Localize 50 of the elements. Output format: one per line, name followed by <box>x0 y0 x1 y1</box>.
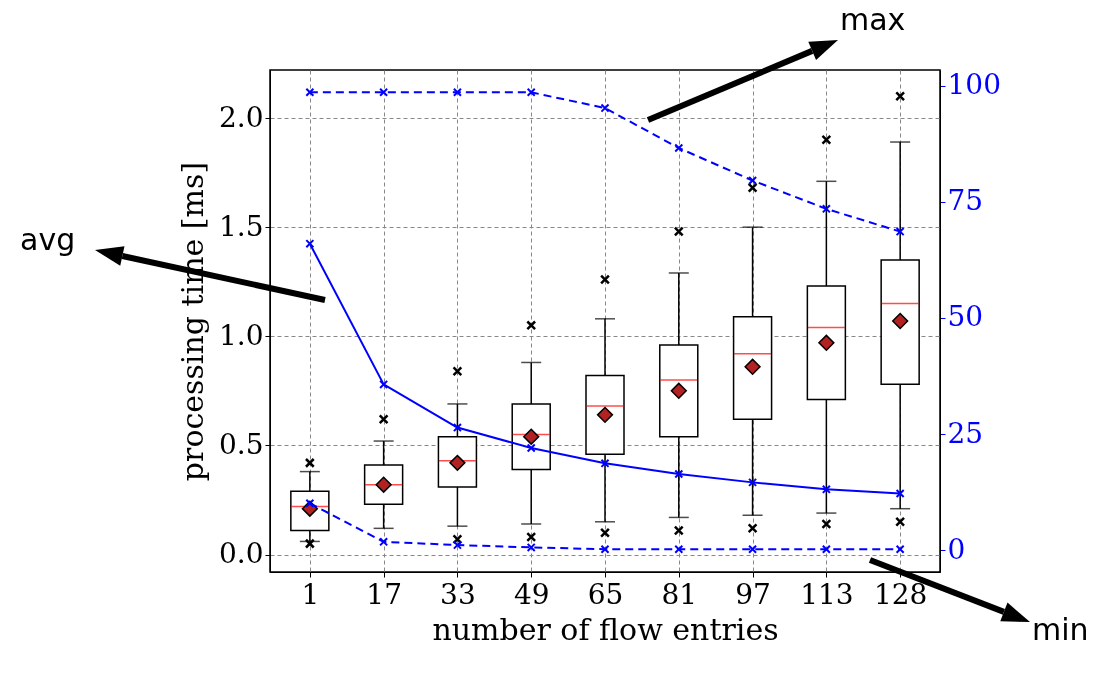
y-tick-label: 1.5 <box>218 209 264 243</box>
point <box>526 542 536 552</box>
x-tick-label: 128 <box>873 577 928 611</box>
point <box>305 498 315 508</box>
point <box>452 87 462 97</box>
point <box>379 87 389 97</box>
point <box>895 227 905 237</box>
x-tick-label: 1 <box>301 577 320 611</box>
point <box>821 204 831 214</box>
point <box>600 458 610 468</box>
x-tick-label: 49 <box>513 577 550 611</box>
point <box>526 443 536 453</box>
y-tick-label: 2.0 <box>218 100 264 134</box>
x-axis-title: number of flow entries <box>432 611 779 647</box>
y-tick-label: 0.0 <box>218 537 264 571</box>
point <box>526 87 536 97</box>
point <box>452 540 462 550</box>
point <box>748 544 758 554</box>
y2-tick-label: 25 <box>947 416 984 450</box>
y2-tick-label: 0 <box>947 532 966 566</box>
y2-tick-label: 100 <box>947 68 1001 102</box>
point <box>748 477 758 487</box>
x-tick-label: 113 <box>800 577 854 611</box>
point <box>895 488 905 499</box>
y2-tick-label: 75 <box>947 184 984 218</box>
point <box>674 469 684 479</box>
x-tick-label: 81 <box>661 577 698 611</box>
y2-tick-label: 50 <box>947 300 984 334</box>
point <box>379 379 389 389</box>
point <box>748 175 758 186</box>
point <box>821 544 831 554</box>
text: min <box>1032 612 1089 647</box>
point <box>600 103 610 113</box>
point <box>305 87 315 97</box>
x-tick-label: 33 <box>440 577 476 611</box>
point <box>452 423 462 433</box>
y-tick-label: 0.5 <box>218 427 264 461</box>
text: max <box>840 2 906 37</box>
point <box>674 544 684 554</box>
y-tick-label: 1.0 <box>218 318 264 352</box>
point <box>895 544 905 554</box>
x-tick-label: 97 <box>735 577 771 611</box>
point <box>821 484 831 494</box>
point <box>674 143 684 153</box>
point <box>600 544 610 554</box>
x-tick-label: 65 <box>587 577 624 611</box>
point <box>379 537 389 547</box>
text: avg <box>20 222 76 257</box>
x-tick-label: 17 <box>366 577 402 611</box>
point <box>305 239 315 249</box>
